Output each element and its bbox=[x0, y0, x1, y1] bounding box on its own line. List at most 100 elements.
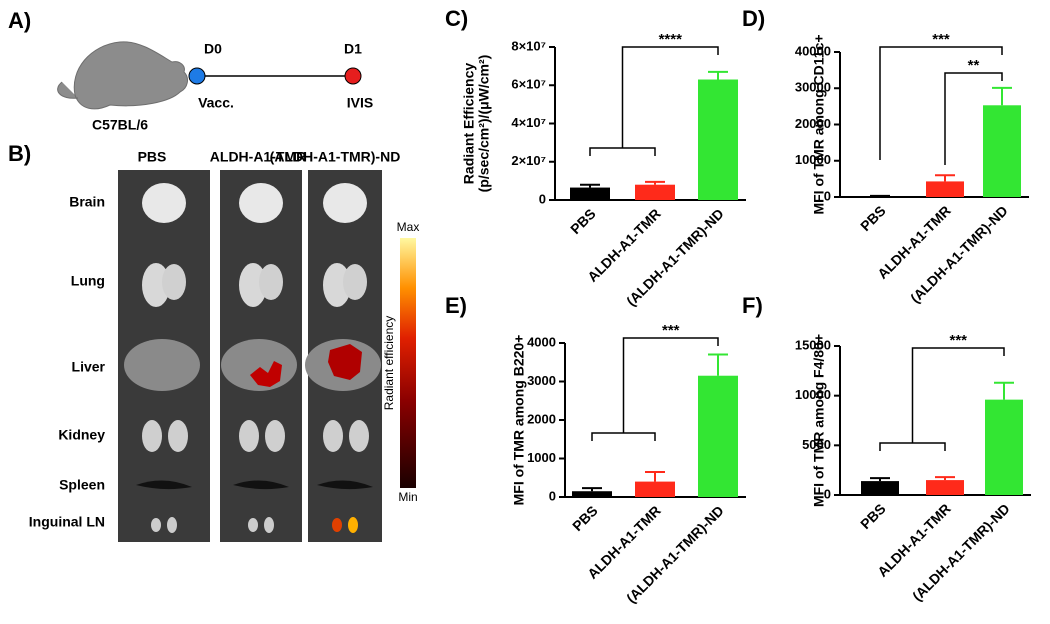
lymph-node bbox=[332, 518, 342, 532]
significance-bracket bbox=[944, 72, 1003, 165]
y-axis-label: (p/sec/cm²)/(μW/cm²) bbox=[476, 55, 492, 193]
panel-label: F) bbox=[742, 293, 763, 318]
significance-bracket bbox=[911, 347, 1005, 443]
day-label: D1 bbox=[344, 41, 362, 57]
bar bbox=[861, 481, 899, 495]
panel-label: E) bbox=[445, 293, 467, 318]
liver bbox=[124, 339, 200, 391]
group-label: ALDH-A1-TMR bbox=[210, 149, 306, 165]
organ-label: Kidney bbox=[58, 427, 105, 443]
lung bbox=[239, 263, 267, 307]
bar bbox=[635, 184, 675, 200]
kidney bbox=[349, 420, 369, 452]
bar bbox=[926, 480, 964, 495]
lung bbox=[343, 264, 367, 300]
organ-label: Brain bbox=[69, 194, 105, 210]
strain-label: C57BL/6 bbox=[92, 117, 148, 133]
y-axis-label: MFI of TMR among F4/80+ bbox=[811, 334, 827, 507]
significance-label: **** bbox=[659, 31, 683, 48]
group-label: (ALDH-A1-TMR)-ND bbox=[270, 149, 401, 165]
group-bracket bbox=[879, 442, 946, 451]
event-label: IVIS bbox=[347, 95, 373, 111]
panel-label: A) bbox=[8, 8, 31, 33]
brain bbox=[239, 183, 283, 223]
kidney bbox=[168, 420, 188, 452]
y-tick-label: 8×10⁷ bbox=[511, 38, 546, 53]
panel-label: D) bbox=[742, 6, 765, 31]
mouse-icon bbox=[57, 41, 188, 110]
bar bbox=[861, 196, 899, 197]
significance-bracket bbox=[621, 46, 719, 148]
bar bbox=[698, 79, 738, 200]
bar bbox=[926, 181, 964, 197]
ivis-images bbox=[118, 170, 382, 542]
liver-signal bbox=[250, 361, 282, 387]
significance-label: *** bbox=[949, 332, 967, 349]
y-tick-label: 6×10⁷ bbox=[511, 77, 546, 92]
y-tick-label: 5000 bbox=[802, 437, 831, 452]
group-bracket bbox=[591, 432, 656, 441]
lung bbox=[162, 264, 186, 300]
colorbar-max: Max bbox=[397, 220, 420, 234]
y-tick-label: 0 bbox=[824, 188, 831, 203]
y-tick-label: 1000 bbox=[527, 450, 556, 465]
panel-label: C) bbox=[445, 6, 468, 31]
kidney bbox=[142, 420, 162, 452]
event-label: Vacc. bbox=[198, 95, 234, 111]
lymph-node bbox=[264, 517, 274, 533]
brain bbox=[323, 183, 367, 223]
group-label: PBS bbox=[138, 149, 167, 165]
spleen bbox=[136, 480, 192, 490]
timepoint bbox=[344, 67, 362, 85]
organ-label: Spleen bbox=[59, 477, 105, 493]
y-axis-label: MFI of TMR among CD11c+ bbox=[811, 34, 827, 214]
y-tick-label: 2000 bbox=[527, 411, 556, 426]
lymph-node bbox=[248, 518, 258, 532]
colorbar-min: Min bbox=[398, 490, 417, 504]
y-tick-label: 4000 bbox=[527, 334, 556, 349]
x-tick-label: PBS bbox=[857, 500, 889, 532]
lung bbox=[323, 263, 351, 307]
y-tick-label: 10000 bbox=[795, 152, 831, 167]
panel-label: B) bbox=[8, 141, 31, 166]
kidney bbox=[239, 420, 259, 452]
day-label: D0 bbox=[204, 41, 222, 57]
lymph-node bbox=[167, 517, 177, 533]
bar bbox=[985, 399, 1023, 495]
kidney bbox=[265, 420, 285, 452]
bar bbox=[572, 491, 612, 497]
y-tick-label: 3000 bbox=[527, 373, 556, 388]
liver-signal bbox=[328, 344, 362, 380]
lung bbox=[259, 264, 283, 300]
y-tick-label: 0 bbox=[549, 488, 556, 503]
y-tick-label: 2×10⁷ bbox=[511, 153, 546, 168]
y-tick-label: 0 bbox=[824, 486, 831, 501]
kidney bbox=[323, 420, 343, 452]
timepoint bbox=[188, 67, 206, 85]
significance-label: *** bbox=[662, 322, 680, 339]
y-tick-label: 40000 bbox=[795, 43, 831, 58]
x-tick-label: (ALDH-A1-TMR)-ND bbox=[909, 500, 1013, 604]
y-tick-label: 15000 bbox=[795, 337, 831, 352]
group-bracket bbox=[589, 147, 656, 156]
significance-label: *** bbox=[932, 31, 950, 48]
bar bbox=[570, 187, 610, 200]
x-tick-label: PBS bbox=[567, 205, 599, 237]
lung bbox=[142, 263, 170, 307]
y-axis-label: Radiant Efficiency bbox=[461, 63, 477, 185]
spleen bbox=[233, 480, 289, 490]
bar bbox=[635, 481, 675, 497]
colorbar-label: Radiant efficiency bbox=[382, 316, 396, 411]
lymph-node bbox=[348, 517, 358, 533]
x-tick-label: PBS bbox=[857, 202, 889, 234]
organ-label: Inguinal LN bbox=[29, 514, 105, 530]
brain bbox=[142, 183, 186, 223]
y-tick-label: 4×10⁷ bbox=[511, 115, 546, 130]
lymph-node bbox=[151, 518, 161, 532]
y-tick-label: 0 bbox=[539, 191, 546, 206]
spleen bbox=[317, 480, 373, 490]
significance-bracket bbox=[622, 337, 719, 433]
x-tick-label: PBS bbox=[569, 502, 601, 534]
y-axis-label: MFI of TMR among B220+ bbox=[511, 335, 527, 506]
